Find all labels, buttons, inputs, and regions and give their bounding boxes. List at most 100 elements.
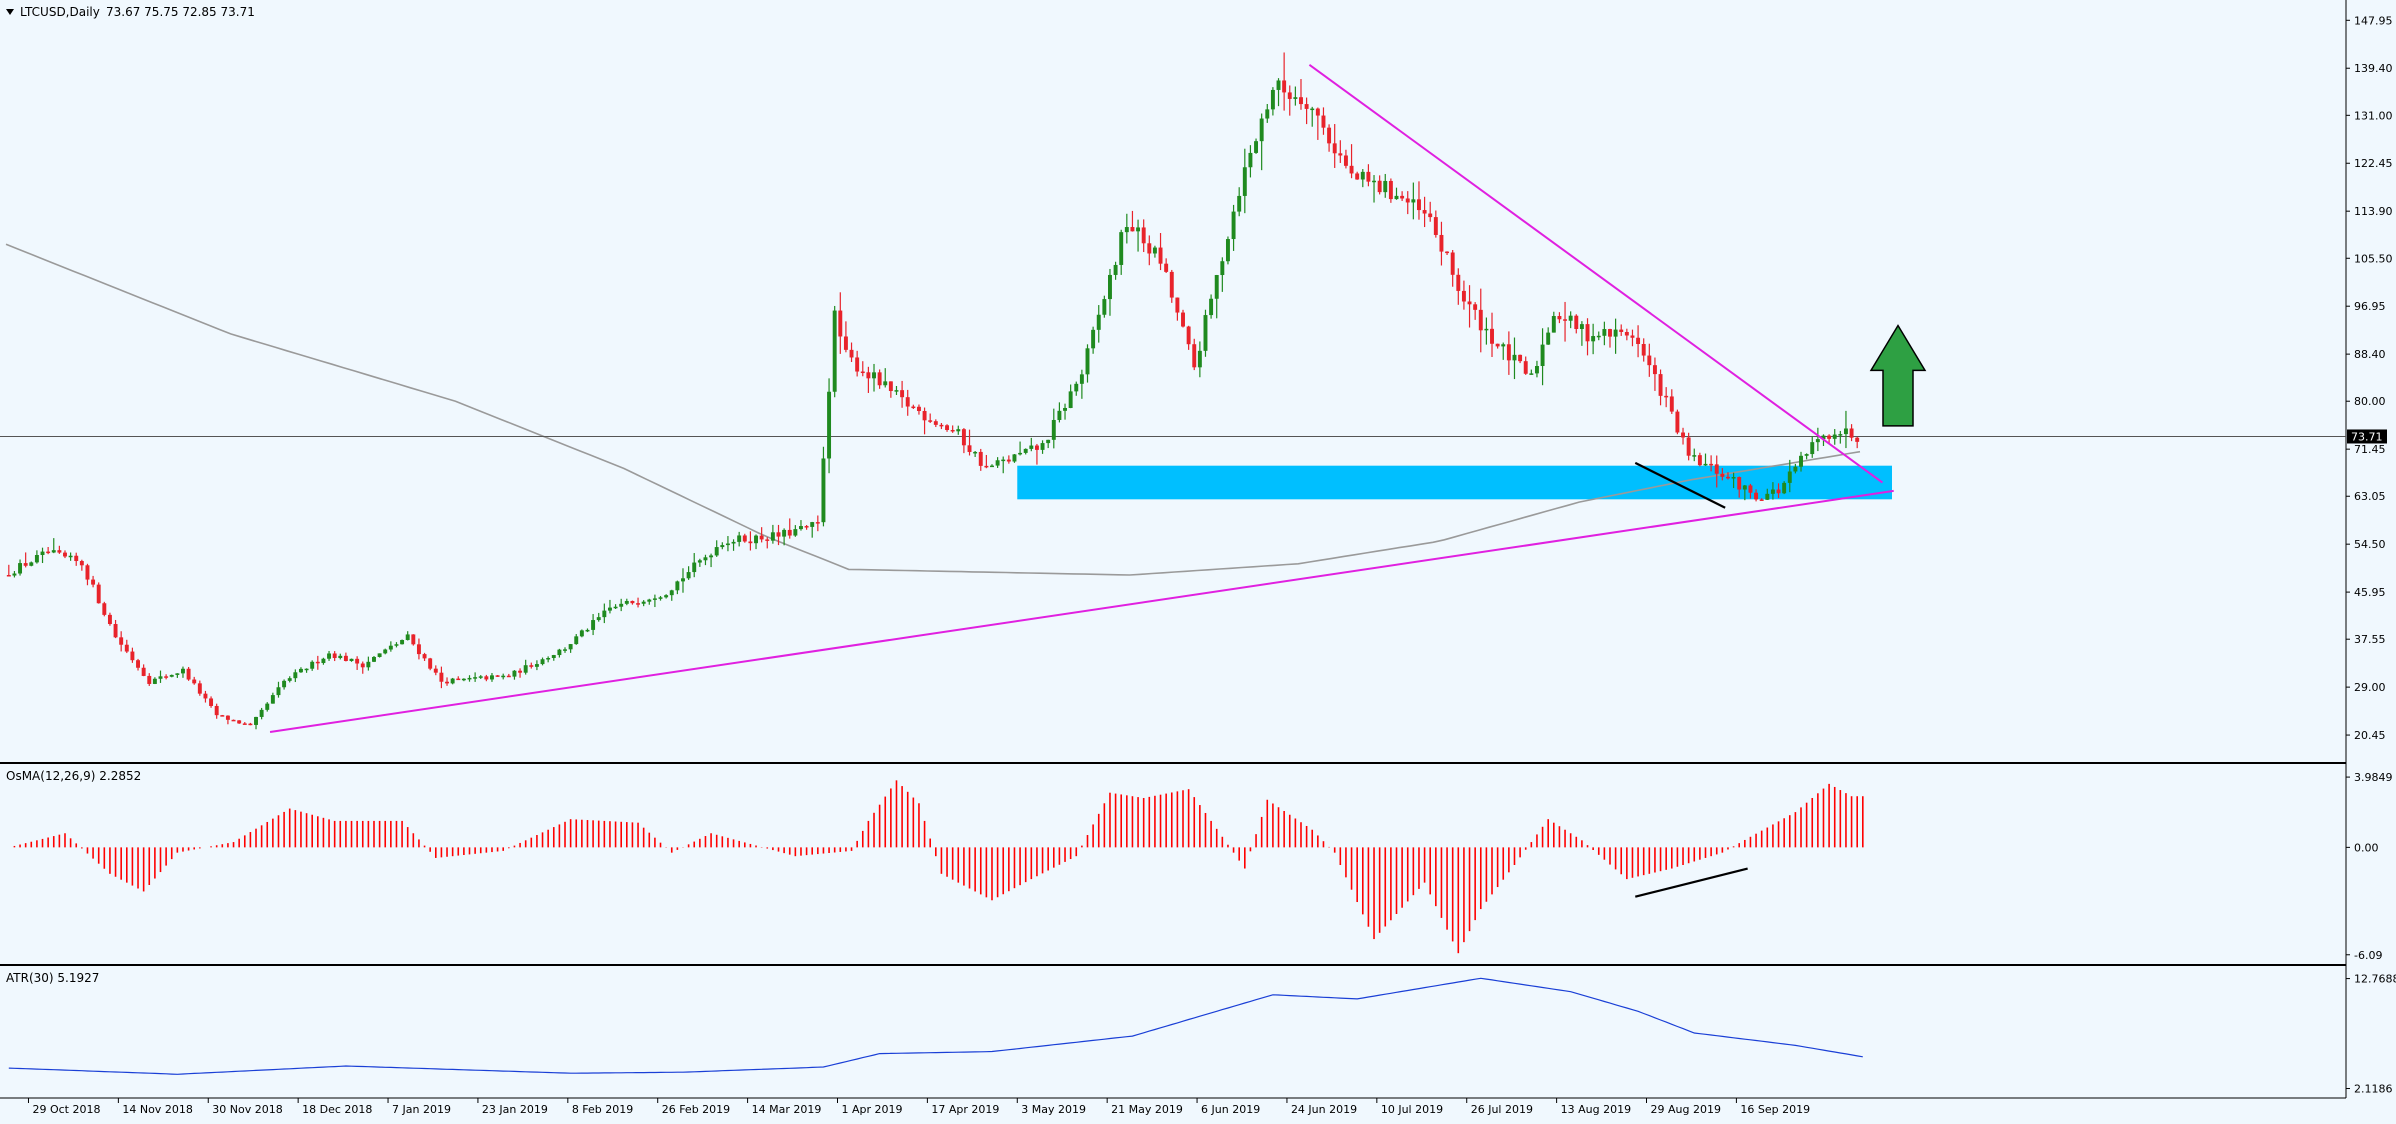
candle: [1242, 148, 1247, 214]
candle-body: [1422, 210, 1427, 214]
candle-body: [1613, 329, 1618, 337]
candle-body: [242, 723, 247, 725]
candle: [1445, 251, 1450, 255]
candle: [1006, 455, 1011, 464]
candle: [1332, 124, 1337, 168]
candle: [1613, 318, 1618, 354]
candle-body: [1641, 343, 1646, 356]
candle-body: [96, 584, 101, 604]
candle-body: [624, 600, 629, 604]
candle: [1034, 443, 1039, 465]
candle-body: [523, 665, 528, 673]
candle: [1051, 408, 1056, 449]
candle: [214, 703, 219, 719]
candle-body: [1782, 482, 1787, 494]
candle-body: [1108, 274, 1112, 300]
candle-body: [1338, 153, 1343, 156]
candle-body: [574, 636, 579, 645]
candle: [400, 639, 405, 645]
candle-body: [1079, 374, 1084, 384]
candle-body: [495, 675, 500, 677]
atr-pane: [8, 977, 1863, 1075]
candle: [1563, 301, 1568, 342]
candle-body: [990, 465, 994, 468]
candle-body: [1248, 152, 1253, 168]
candle: [192, 676, 197, 685]
candle: [1400, 191, 1405, 201]
candle: [1636, 325, 1641, 358]
candle: [433, 665, 438, 676]
candle-body: [1377, 180, 1382, 193]
candle: [624, 598, 629, 606]
candle-body: [254, 716, 258, 725]
candle-body: [1124, 227, 1129, 233]
price-tick-label: 20.45: [2354, 729, 2386, 742]
candle: [1164, 258, 1169, 273]
candle: [416, 638, 421, 660]
candle-body: [1681, 432, 1685, 438]
candle: [1523, 356, 1528, 375]
moving-average-line: [5, 243, 1861, 576]
candle: [546, 656, 551, 663]
candle-body: [164, 676, 169, 678]
candle-body: [343, 655, 348, 661]
candle: [422, 652, 427, 661]
candle-body: [984, 465, 989, 468]
candle: [714, 540, 719, 557]
candle-body: [1383, 180, 1388, 193]
price-tick-label: 29.00: [2354, 681, 2386, 694]
candle-body: [804, 526, 809, 528]
candle-body: [961, 429, 966, 446]
candle: [523, 659, 528, 675]
candle-body: [1810, 442, 1815, 455]
candle-body: [1186, 326, 1191, 345]
candle-body: [1748, 485, 1753, 493]
candle: [551, 654, 556, 661]
candle: [1169, 269, 1174, 303]
candle: [1658, 369, 1663, 406]
candle: [1001, 456, 1006, 474]
candle: [91, 575, 96, 588]
candle-body: [1169, 271, 1174, 298]
candle: [1310, 106, 1315, 127]
candle: [1793, 463, 1798, 474]
osma-divergence-line: [1635, 867, 1748, 898]
candle: [119, 631, 124, 652]
candle-body: [1799, 455, 1803, 467]
candle-body: [1450, 252, 1455, 275]
candle-body: [416, 644, 421, 655]
candle-body: [1400, 195, 1405, 199]
triangle-down-icon[interactable]: [6, 9, 14, 15]
candle: [770, 524, 775, 544]
candle-body: [978, 451, 983, 466]
candle-body: [203, 693, 208, 699]
candle-body: [787, 529, 792, 536]
candle: [742, 533, 747, 543]
candle: [838, 292, 843, 354]
candle-body: [1709, 463, 1714, 466]
candle: [1574, 314, 1579, 334]
time-tick-label: 29 Oct 2018: [32, 1103, 100, 1116]
price-tick-label: 37.55: [2354, 633, 2386, 646]
candle-body: [579, 630, 584, 637]
candle: [51, 538, 56, 554]
candle: [310, 660, 315, 671]
candle-body: [276, 687, 281, 696]
candle: [1299, 79, 1303, 110]
candle: [34, 550, 39, 564]
candle-body: [1557, 316, 1562, 320]
candle-body: [720, 545, 725, 548]
candle-body: [1636, 337, 1641, 344]
ohlc-readout: 73.67 75.75 72.85 73.71: [106, 5, 255, 19]
candle: [1546, 327, 1551, 345]
time-tick-label: 16 Sep 2019: [1740, 1103, 1810, 1116]
candle-body: [506, 675, 511, 678]
candle: [1405, 191, 1410, 215]
candle: [1327, 124, 1332, 152]
candle-body: [1759, 499, 1764, 501]
candle-body: [1540, 344, 1545, 366]
candle-body: [1512, 354, 1517, 361]
candle-body: [1428, 213, 1433, 218]
candle: [405, 631, 410, 641]
candle-body: [394, 644, 399, 646]
